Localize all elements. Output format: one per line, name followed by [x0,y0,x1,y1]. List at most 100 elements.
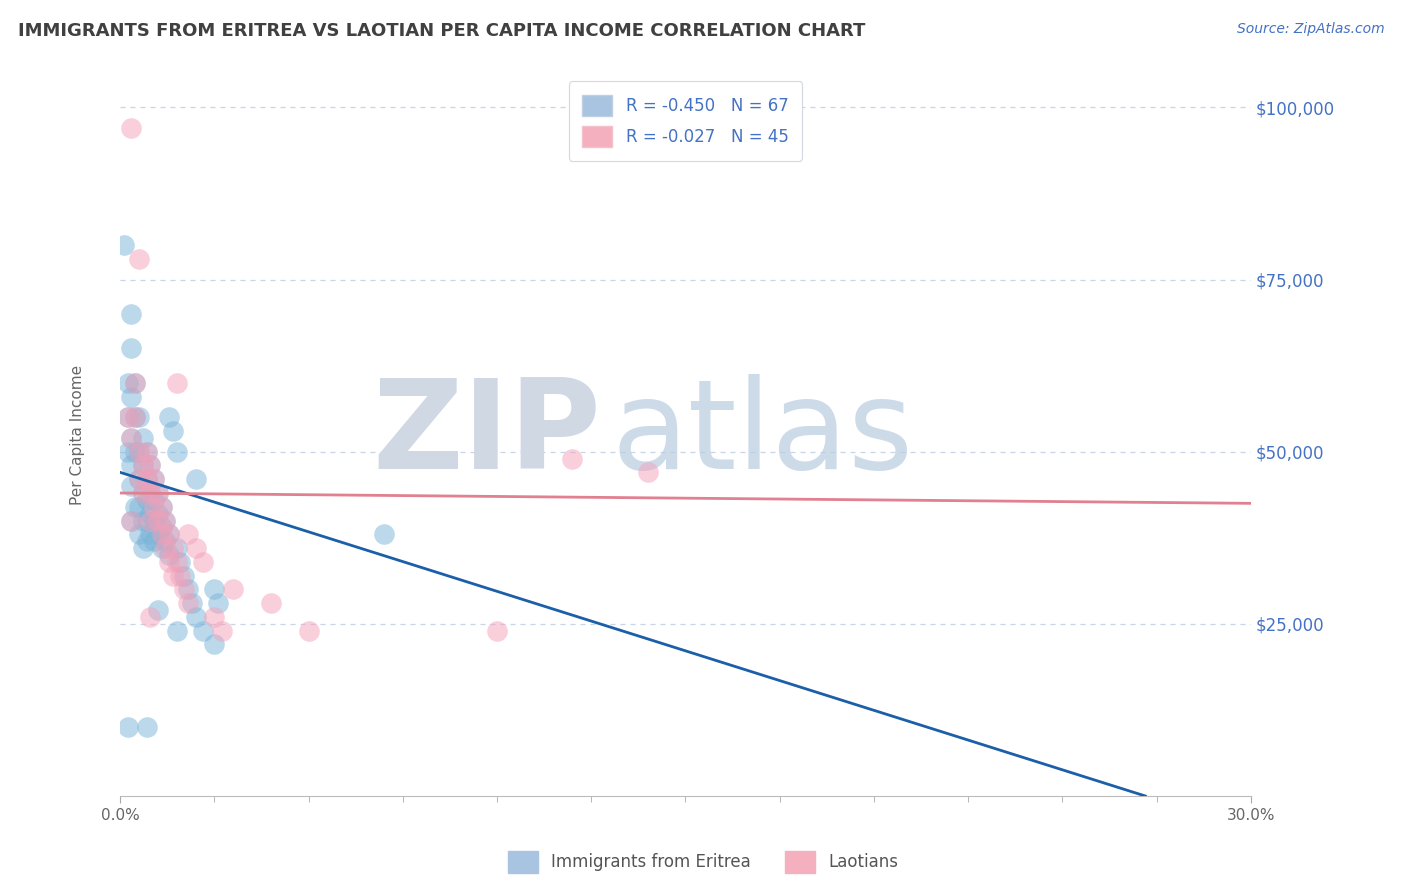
Point [157,527,180,541]
Point [143,492,166,507]
Point [135,720,157,734]
Point [561,451,583,466]
Point [135,534,157,549]
Point [132,458,155,473]
Point [155,514,177,528]
Point [166,624,188,638]
Point [166,555,188,569]
Point [173,568,195,582]
Point [637,466,659,480]
Point [139,514,162,528]
Point [146,486,169,500]
Point [162,424,184,438]
Point [177,596,200,610]
Point [128,527,150,541]
Point [146,514,169,528]
Point [184,610,207,624]
Point [132,486,155,500]
Point [132,458,155,473]
Point [132,431,155,445]
Point [150,520,173,534]
Point [143,472,166,486]
Point [135,444,157,458]
Text: atlas: atlas [612,374,914,495]
Point [135,514,157,528]
Point [117,410,139,425]
Point [120,514,142,528]
Point [202,638,225,652]
Point [139,458,162,473]
Point [184,472,207,486]
Point [146,486,169,500]
Point [202,610,225,624]
Point [150,541,173,555]
Point [177,582,200,597]
Point [128,500,150,514]
Point [112,238,135,252]
Point [297,624,319,638]
Point [150,500,173,514]
Point [128,444,150,458]
Point [146,507,169,521]
Point [150,500,173,514]
Point [373,527,395,541]
Text: ZIP: ZIP [373,374,600,495]
Point [120,458,142,473]
Point [191,624,214,638]
Point [139,486,162,500]
Point [166,444,188,458]
Text: Source: ZipAtlas.com: Source: ZipAtlas.com [1237,22,1385,37]
Point [120,431,142,445]
Point [135,444,157,458]
Point [128,410,150,425]
Point [139,610,162,624]
Point [177,527,200,541]
Point [117,720,139,734]
Point [143,472,166,486]
Point [132,486,155,500]
Point [155,534,177,549]
Point [124,444,146,458]
Point [202,582,225,597]
Point [260,596,283,610]
Point [157,410,180,425]
Point [120,390,142,404]
Point [124,410,146,425]
Point [211,624,233,638]
Text: Per Capita Income: Per Capita Income [70,365,84,505]
Point [124,376,146,390]
Point [124,376,146,390]
Point [169,568,191,582]
Point [132,514,155,528]
Text: IMMIGRANTS FROM ERITREA VS LAOTIAN PER CAPITA INCOME CORRELATION CHART: IMMIGRANTS FROM ERITREA VS LAOTIAN PER C… [18,22,866,40]
Point [207,596,229,610]
Point [120,342,142,356]
Point [117,444,139,458]
Point [128,472,150,486]
Point [120,307,142,321]
Point [120,514,142,528]
Point [184,541,207,555]
Point [166,541,188,555]
Point [128,444,150,458]
Point [157,555,180,569]
Point [143,514,166,528]
Point [486,624,509,638]
Point [155,514,177,528]
Point [124,500,146,514]
Point [162,568,184,582]
Point [146,527,169,541]
Point [155,541,177,555]
Point [128,472,150,486]
Point [135,472,157,486]
Point [166,376,188,390]
Point [157,548,180,562]
Point [128,252,150,266]
Point [117,376,139,390]
Point [139,486,162,500]
Point [169,555,191,569]
Point [120,479,142,493]
Point [146,603,169,617]
Point [120,121,142,136]
Point [191,555,214,569]
